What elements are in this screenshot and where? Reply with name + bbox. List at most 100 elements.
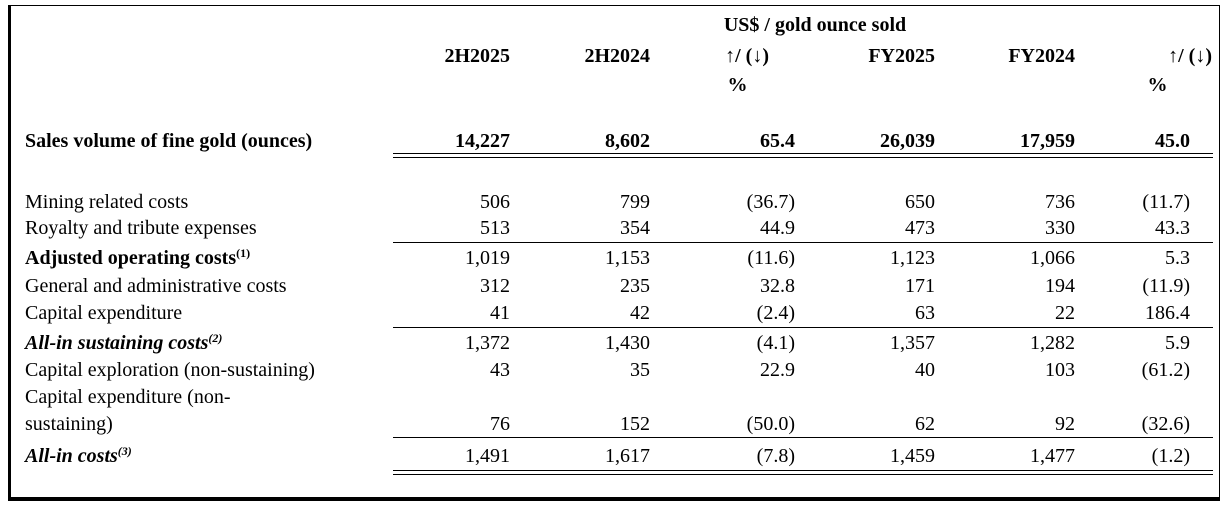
cell: (7.8)	[756, 445, 795, 467]
cell: 194	[1045, 275, 1075, 297]
cell: 1,491	[465, 445, 510, 467]
cell: 186.4	[1145, 302, 1190, 324]
cell: 41	[490, 302, 510, 324]
cell: 44.9	[760, 217, 795, 239]
cell: 1,153	[605, 247, 650, 269]
cell: 354	[620, 217, 650, 239]
cell: 1,477	[1030, 445, 1075, 467]
cell: 26,039	[880, 130, 935, 152]
cell: 63	[915, 302, 935, 324]
double-rule	[393, 470, 1213, 475]
cell: (36.7)	[746, 191, 795, 213]
row-label: Capital expenditure (non-	[25, 386, 231, 408]
table-frame	[8, 5, 1220, 501]
row-label: General and administrative costs	[25, 273, 390, 299]
table-row: Royalty and tribute expenses 513 354 44.9 47…	[25, 215, 1190, 241]
cell: 1,019	[465, 247, 510, 269]
cell: 32.8	[760, 275, 795, 297]
cell: (50.0)	[746, 413, 795, 435]
table-row: Mining related costs 506 799 (36.7) 650 736 (1…	[25, 189, 1190, 215]
col-fy2024: FY2024	[1008, 45, 1075, 67]
cell: 473	[905, 217, 935, 239]
cell: 103	[1045, 359, 1075, 381]
cell: (1.2)	[1151, 445, 1190, 467]
row-label: All-in sustaining costs(2)	[25, 330, 390, 356]
cell: 14,227	[455, 130, 510, 152]
cell: 152	[620, 413, 650, 435]
cell: 1,459	[890, 445, 935, 467]
rule	[393, 327, 1213, 328]
cell: 171	[905, 275, 935, 297]
row-label-text: All-in costs	[25, 445, 118, 467]
cell: (4.1)	[756, 332, 795, 354]
row-label-text: Capital exploration (non-sustaining)	[25, 359, 315, 381]
cell: 22	[1055, 302, 1075, 324]
cell: 43.3	[1155, 217, 1190, 239]
cell: 35	[630, 359, 650, 381]
col-change-half: ↑/ (↓)	[725, 45, 769, 67]
double-rule	[393, 153, 1213, 158]
col-change-fy: ↑/ (↓)	[1168, 45, 1212, 67]
cell: 1,617	[605, 445, 650, 467]
rule	[393, 437, 1213, 438]
row-label: Royalty and tribute expenses	[25, 215, 390, 241]
cell: 5.3	[1165, 247, 1190, 269]
footnote-ref: (2)	[208, 331, 223, 345]
unit-label: US$ / gold ounce sold	[723, 14, 907, 36]
col-2h2025: 2H2025	[444, 45, 510, 67]
cell: 43	[490, 359, 510, 381]
column-header-row: 2H2025 2H2024 ↑/ (↓) FY2025 FY2024 ↑/ (↓…	[25, 43, 1212, 69]
cell: (11.7)	[1142, 191, 1190, 213]
cell: 1,430	[605, 332, 650, 354]
table-row-continued: Capital expenditure (non-	[25, 384, 1190, 410]
rule	[393, 242, 1213, 243]
cell: (11.9)	[1142, 275, 1190, 297]
sales-volume-row: Sales volume of fine gold (ounces) 14,22…	[25, 128, 1190, 154]
cell: 235	[620, 275, 650, 297]
row-label: All-in costs(3)	[25, 443, 390, 469]
cell: (32.6)	[1141, 413, 1190, 435]
cell: 650	[905, 191, 935, 213]
cell: 513	[480, 217, 510, 239]
row-label-text: All-in sustaining costs	[25, 332, 209, 354]
row-label: Mining related costs	[25, 189, 390, 215]
cell: 42	[630, 302, 650, 324]
table-row: All-in costs(3) 1,491 1,617 (7.8) 1,459 1,477…	[25, 443, 1190, 469]
cell: (61.2)	[1141, 359, 1190, 381]
table-row: General and administrative costs 312 235 32…	[25, 273, 1190, 299]
table-row: sustaining) 76 152 (50.0) 62 92 (32.6)	[25, 411, 1190, 437]
cell: 1,066	[1030, 247, 1075, 269]
cell: (2.4)	[756, 302, 795, 324]
cell: (11.6)	[747, 247, 795, 269]
cell: 45.0	[1155, 130, 1190, 152]
col-2h2024: 2H2024	[584, 45, 650, 67]
cell: 8,602	[605, 130, 650, 152]
row-label-text: General and administrative costs	[25, 275, 287, 297]
row-label-text: Adjusted operating costs	[25, 247, 237, 269]
row-label: Capital exploration (non-sustaining)	[25, 357, 390, 383]
row-label: Adjusted operating costs(1)	[25, 245, 390, 271]
cell: 799	[620, 191, 650, 213]
row-label: sustaining)	[25, 413, 113, 435]
cell: 506	[480, 191, 510, 213]
pct-label-half: %	[727, 74, 748, 96]
col-fy2025: FY2025	[868, 45, 935, 67]
cell: 76	[490, 413, 510, 435]
cell: 92	[1055, 413, 1075, 435]
row-label: Capital expenditure	[25, 300, 390, 326]
table-row: Adjusted operating costs(1) 1,019 1,153 (11…	[25, 245, 1190, 271]
cell: 65.4	[760, 130, 795, 152]
footnote-ref: (1)	[236, 246, 251, 260]
footnote-ref: (3)	[117, 444, 132, 458]
table-row: Capital expenditure 41 42 (2.4) 63 22 186.4	[25, 300, 1190, 326]
cell: 40	[915, 359, 935, 381]
table-row: All-in sustaining costs(2) 1,372 1,430 (4.1…	[25, 330, 1190, 356]
cell: 5.9	[1165, 332, 1190, 354]
cell: 736	[1045, 191, 1075, 213]
cell: 1,357	[890, 332, 935, 354]
pct-label-fy: %	[1147, 74, 1168, 96]
row-label-text: Mining related costs	[25, 191, 189, 213]
row-label-text: Royalty and tribute expenses	[25, 217, 257, 239]
table-row: Capital exploration (non-sustaining) 43 35…	[25, 357, 1190, 383]
